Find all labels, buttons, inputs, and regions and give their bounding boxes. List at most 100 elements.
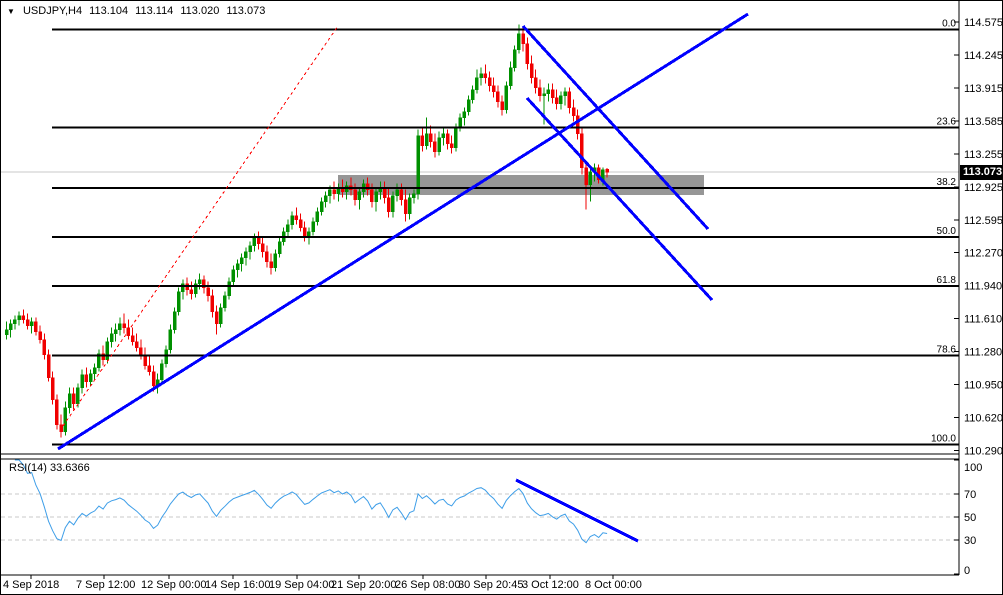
time-scale-label: 14 Sep 16:00 [205,579,270,591]
bullish-candle [76,387,80,404]
ascending-support-trendline[interactable] [57,12,749,451]
bullish-candle [458,117,462,128]
bearish-candle [210,295,215,312]
bearish-candle [202,279,206,288]
symbol-dropdown-icon[interactable]: ▼ [7,7,15,16]
bullish-candle [227,281,231,296]
bullish-candle [357,191,362,200]
bullish-candle [105,341,110,360]
bullish-candle [277,241,282,254]
bearish-candle [605,168,609,173]
bullish-candle [462,111,467,118]
bearish-candle [428,133,433,142]
bearish-candle [55,399,59,425]
bearish-candle [399,189,404,200]
bearish-candle [554,97,559,104]
bullish-candle [407,197,412,214]
bullish-candle [286,224,290,232]
bearish-candle [147,365,152,372]
bullish-candle [181,283,185,292]
bullish-candle [109,333,114,342]
price-scale-label: 114.245 [964,50,1003,62]
bearish-candle [567,91,572,108]
bearish-candle [332,189,336,194]
bullish-candle [416,135,420,194]
bullish-candle [290,215,294,225]
bullish-candle [475,77,479,90]
bearish-candle [122,323,126,328]
bullish-candle [244,251,248,258]
bearish-candle [21,315,26,320]
bearish-candle [59,424,63,432]
price-scale-label: 111.610 [964,314,1002,326]
price-scale-label: 113.915 [964,83,1003,95]
bullish-candle [470,89,475,100]
bullish-candle [13,319,17,324]
fib-level-label: 78.6 [937,345,957,356]
current-price-badge: 113.073 [960,165,1002,180]
bullish-candle [542,93,546,96]
bullish-candle [323,195,328,202]
bullish-candle [437,137,441,152]
ohlc-open: 113.104 [89,5,129,17]
steep-dashed-trend-trendline[interactable] [62,25,339,427]
bullish-candle [454,127,458,148]
bullish-candle [508,67,513,86]
bearish-candle [483,73,488,78]
bullish-candle [29,321,34,326]
ohlc-close: 113.073 [226,5,266,17]
fib-level-label: 61.8 [937,275,957,286]
time-scale-label: 21 Sep 20:00 [331,579,396,591]
bearish-candle [34,321,38,332]
bearish-candle [386,197,391,212]
bearish-candle [571,107,576,116]
bullish-candle [563,91,567,96]
bullish-candle [17,315,21,320]
bearish-candle [584,167,588,185]
bullish-candle [479,73,483,78]
bullish-candle [67,393,72,408]
ohlc-low: 113.020 [180,5,220,17]
bullish-candle [319,201,324,212]
descending-channel-upper-trendline[interactable] [521,24,710,231]
fib-level-label: 50.0 [937,226,957,237]
bullish-candle [113,329,118,334]
price-scale-label: 112.925 [964,182,1003,194]
bullish-candle [63,407,68,432]
bearish-candle [538,87,542,96]
rsi-scale-label: 0 [964,565,970,577]
bullish-candle [466,99,471,112]
bearish-candle [71,393,76,404]
time-scale-label: 12 Sep 00:00 [141,579,206,591]
rsi-descending-trendline[interactable] [515,478,639,543]
bullish-candle [311,221,315,232]
bearish-candle [294,215,299,220]
bearish-candle [214,311,219,324]
bullish-candle [4,329,9,335]
bearish-candle [550,89,555,98]
bullish-candle [176,291,181,312]
bearish-candle [42,339,47,355]
price-scale-label: 111.940 [964,281,1002,293]
price-scale-label: 112.595 [964,215,1003,227]
fib-level-label: 0.0 [942,19,956,30]
bearish-candle [25,319,30,326]
descending-channel-lower-trendline[interactable] [525,96,714,302]
bearish-candle [403,199,408,214]
bullish-candle [231,269,236,282]
bullish-candle [424,133,429,146]
ohlc-readout: ▼ USDJPY,H4 113.104 113.114 113.020 113.… [7,5,269,17]
bearish-candle [260,243,265,252]
bearish-candle [580,133,584,168]
bearish-candle [46,354,51,378]
price-scale-label: 111.280 [964,347,1002,359]
bearish-candle [298,219,303,228]
rsi-curve [14,459,608,544]
rsi-scale-label: 50 [964,512,976,524]
bullish-candle [512,49,517,68]
bullish-candle [374,191,378,202]
fib-level-label: 23.6 [937,116,957,127]
ohlc-high: 113.114 [135,5,174,17]
bearish-candle [206,287,210,296]
